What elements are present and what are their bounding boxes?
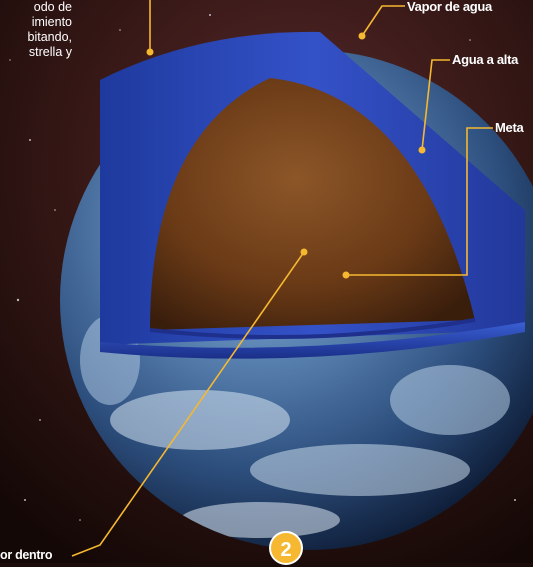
leader-water (421, 59, 450, 151)
intro-text: odo de imiento bitando, strella y (0, 0, 72, 60)
leader-metal (346, 127, 493, 276)
cutaway (100, 31, 525, 359)
step-number-badge: 2 (269, 531, 303, 565)
leader-inside (71, 251, 305, 557)
cut-rim (100, 322, 525, 359)
label-vapor: Vapor de agua (407, 0, 492, 14)
label-water: Agua a alta (452, 52, 519, 67)
intro-line-1: odo de (33, 0, 72, 14)
leader-lines (71, 0, 493, 557)
intro-line-4: strella y (28, 45, 72, 59)
leader-vapor (361, 5, 405, 37)
leader-dots (146, 32, 426, 279)
stars (9, 14, 516, 521)
core-hemisphere (150, 78, 475, 330)
label-inside: or dentro (0, 548, 53, 562)
core-edge (149, 318, 476, 340)
intro-line-3: bitando, (27, 30, 72, 44)
intro-line-2: imiento (31, 15, 72, 29)
label-metal: Meta (495, 120, 524, 135)
planet (60, 31, 533, 550)
